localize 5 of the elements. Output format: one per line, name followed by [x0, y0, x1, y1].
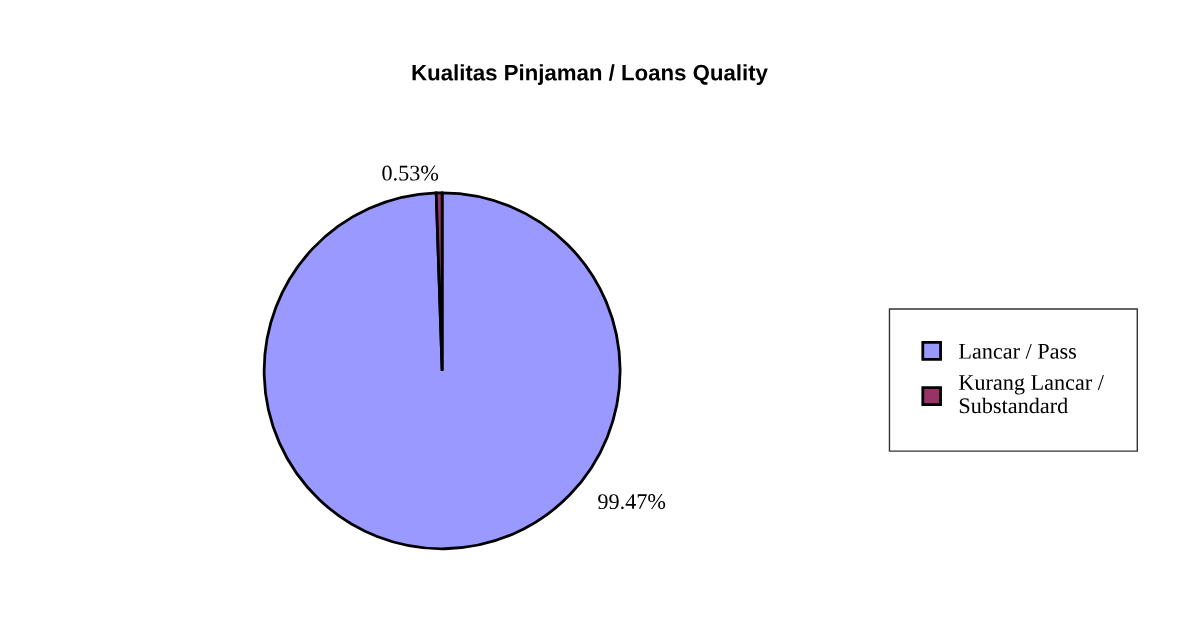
data-label: 0.53%: [382, 165, 439, 181]
data-label: 99.47%: [598, 494, 666, 510]
legend-label: Lancar / Pass: [958, 343, 1077, 359]
legend-label: Kurang Lancar / Substandard: [958, 375, 1104, 414]
chart-title: Kualitas Pinjaman / Loans Quality: [412, 64, 768, 85]
